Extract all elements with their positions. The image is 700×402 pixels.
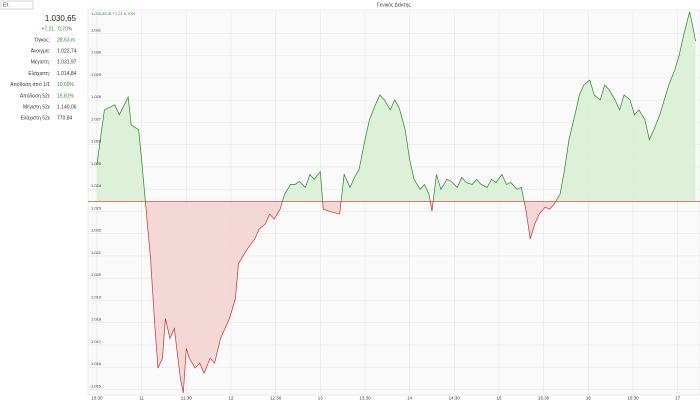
plot [88,10,700,395]
y-tick-label: 1.022 [91,228,102,233]
y-tick-label: 1.018 [91,317,102,322]
y-tick-label: 1.028 [91,94,102,99]
y-tick-label: 1.027 [91,116,102,121]
y-tick-label: 1.017 [91,339,102,344]
stat-value: 770,84 [57,116,73,122]
y-tick-label: 1.023 [91,205,102,210]
x-tick-label: 16:30 [627,396,639,401]
y-tick-label: 1.019 [91,294,102,299]
x-tick-label: 14 [407,396,413,401]
stat-label: Απόδοση από 1/1 [10,81,50,88]
x-tick-label: 15 [496,396,502,401]
y-tick-label: 1.016 [91,361,102,366]
change: +7,21 [41,26,54,32]
stat-value: 1.014,84 [57,71,77,77]
price-line-below [145,201,557,394]
y-tick-label: 1.030 [91,50,102,55]
stat-value: 1.022,74 [57,49,77,55]
x-tick-label: 12:30 [270,396,282,401]
y-tick-label: 1.021 [91,250,102,255]
stat-label: Ελάχιστη 52ε [21,115,51,122]
area-above [96,11,696,202]
stat-label: Ελάχιστη: [28,70,50,77]
stat-value: 1.031,97 [57,60,77,66]
x-tick-label: 10:30 [91,396,103,401]
stat-label: Μέγιστη: [31,59,50,66]
y-tick-label: 1.029 [91,72,102,77]
x-tick-label: 11:30 [181,396,192,401]
y-tick-label: 1.025 [91,161,102,166]
search-input[interactable] [0,0,34,10]
x-tick-label: 14:30 [449,396,461,401]
stat-value: 15,81% [57,93,75,99]
stat-label: Μέγιστη 52ε [23,104,51,111]
area-below [96,201,696,393]
x-tick-label: 12 [228,396,234,401]
y-tick-label: 1.020 [91,272,102,277]
price-line [96,11,696,202]
x-tick-label: 13:30 [359,396,371,401]
change-pct: 0,70% [58,26,73,32]
chart-title: Γενικός Δείκτης [377,1,411,8]
stat-label: Άνοιγμα: [31,49,50,55]
y-tick-label: 1.031 [91,27,102,32]
y-tick-label: 1.026 [91,139,102,144]
input-label: Ετ. [3,2,10,8]
x-tick-label: 16 [586,396,592,401]
stat-label: Απόδοση 52ε [20,92,51,99]
x-tick-label: 17 [675,396,681,401]
stat-value: 1.140,06 [57,105,77,111]
x-tick-label: 15:30 [538,396,550,401]
last-value: 1.030,65 [45,14,77,23]
y-tick-label: 1.024 [91,183,102,188]
x-tick-label: 13 [318,396,324,401]
annotation: 1.030,65 IS +7,21 0,70% [91,11,136,16]
stat-value: 28,63 m [57,37,75,43]
y-tick-label: 1.015 [91,383,102,388]
x-tick-label: 11 [139,396,144,401]
stat-label: Όγκος: [34,37,50,43]
stat-value: 10,60% [57,82,75,88]
